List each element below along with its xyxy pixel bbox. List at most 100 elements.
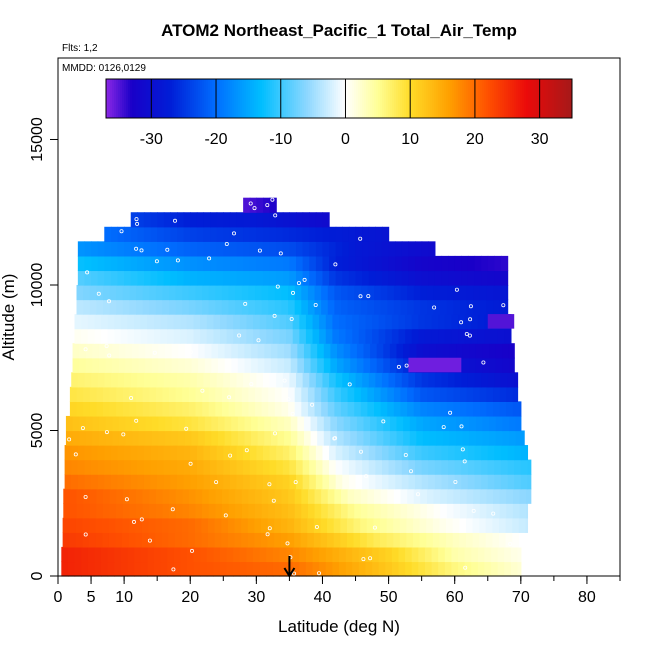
heat-cell xyxy=(418,314,426,330)
heat-cell xyxy=(323,430,331,446)
heat-cell xyxy=(170,474,178,490)
heat-cell xyxy=(177,241,185,257)
heat-cell xyxy=(202,299,210,315)
heat-cell xyxy=(81,546,89,563)
heat-cell xyxy=(389,357,398,373)
heat-cell xyxy=(201,532,209,548)
sample-marker xyxy=(296,281,301,286)
heat-cell xyxy=(136,299,144,315)
heat-cell xyxy=(134,546,142,563)
heat-cell xyxy=(221,299,230,315)
heat-cell xyxy=(499,386,507,402)
heat-cell xyxy=(299,561,307,577)
heat-cell xyxy=(198,415,206,432)
heat-cell xyxy=(170,241,178,257)
heat-cell xyxy=(269,197,277,213)
heat-cell xyxy=(196,270,205,286)
heat-cell xyxy=(276,372,284,388)
heat-cell xyxy=(165,343,173,359)
heat-cell xyxy=(327,488,335,504)
heat-cell xyxy=(162,488,170,504)
heat-cell xyxy=(431,546,439,563)
heat-cell xyxy=(321,488,329,504)
heat-cell xyxy=(116,401,124,417)
heat-cell xyxy=(309,241,317,257)
heat-cell xyxy=(98,343,107,359)
heat-cell xyxy=(332,546,340,563)
heat-cell xyxy=(375,226,383,242)
heat-cell xyxy=(366,532,374,548)
heat-cell xyxy=(466,299,474,315)
heat-cell xyxy=(362,241,370,257)
heat-cell xyxy=(339,328,347,344)
heat-cell xyxy=(472,532,480,548)
heat-cell xyxy=(226,546,234,563)
heat-cell xyxy=(315,445,324,461)
heat-cell xyxy=(451,328,459,344)
heat-cell xyxy=(138,415,146,432)
heat-cell xyxy=(434,445,443,461)
heat-cell xyxy=(69,503,78,519)
heat-cell xyxy=(426,488,435,504)
heat-cell xyxy=(365,561,373,577)
colorbar-swatch xyxy=(292,79,295,118)
heat-cell xyxy=(91,372,99,388)
heat-cell xyxy=(173,328,181,344)
heat-cell xyxy=(434,255,443,272)
heat-cell xyxy=(102,284,111,301)
heat-cell xyxy=(481,445,489,461)
heat-cell xyxy=(407,284,415,301)
colorbar-swatch xyxy=(470,79,473,118)
sample-marker xyxy=(83,532,88,537)
colorbar-swatch xyxy=(502,79,505,118)
sample-marker xyxy=(290,290,295,295)
heat-cell xyxy=(469,415,477,432)
heat-cell xyxy=(348,226,357,242)
heat-cell xyxy=(310,343,318,359)
heat-cell xyxy=(458,314,466,330)
colorbar-swatch xyxy=(338,79,341,118)
heat-cell xyxy=(475,357,484,373)
colorbar-swatch xyxy=(242,79,245,118)
heat-cell xyxy=(76,503,84,519)
heat-cell xyxy=(268,503,276,519)
heat-cell xyxy=(418,546,426,563)
heat-cell xyxy=(497,328,505,344)
heat-cell xyxy=(145,357,153,373)
heat-cell xyxy=(94,561,102,577)
colorbar-swatch xyxy=(250,79,253,118)
heat-cell xyxy=(426,284,435,301)
heat-cell xyxy=(132,430,140,446)
heat-cell xyxy=(284,415,292,432)
heat-cell xyxy=(89,488,97,504)
heat-cell xyxy=(196,226,205,242)
colorbar-swatch xyxy=(406,79,409,118)
colorbar-swatch xyxy=(558,79,561,118)
heat-cell xyxy=(269,241,277,257)
heat-cell xyxy=(112,415,120,432)
heat-cell xyxy=(128,532,136,548)
heat-cell xyxy=(264,415,272,432)
heat-cell xyxy=(479,488,488,504)
sample-marker xyxy=(129,395,134,400)
heat-cell xyxy=(479,517,487,533)
heat-cell xyxy=(407,299,415,315)
heat-cell xyxy=(462,343,470,359)
heat-cell xyxy=(270,415,279,432)
heat-cell xyxy=(473,503,481,519)
heat-cell xyxy=(322,270,330,286)
heat-cell xyxy=(201,517,209,533)
heat-cell xyxy=(506,488,514,504)
heat-cell xyxy=(243,445,251,461)
heat-cell xyxy=(241,401,250,417)
heat-cell xyxy=(211,430,219,446)
heat-cell xyxy=(137,255,145,272)
heat-cell xyxy=(358,328,367,344)
heat-cell xyxy=(372,328,380,344)
heat-cell xyxy=(270,343,279,359)
heat-cell xyxy=(235,299,243,315)
heat-cell xyxy=(143,255,152,272)
heat-cell xyxy=(141,517,150,533)
heat-cell xyxy=(368,255,376,272)
heat-cell xyxy=(352,328,360,344)
